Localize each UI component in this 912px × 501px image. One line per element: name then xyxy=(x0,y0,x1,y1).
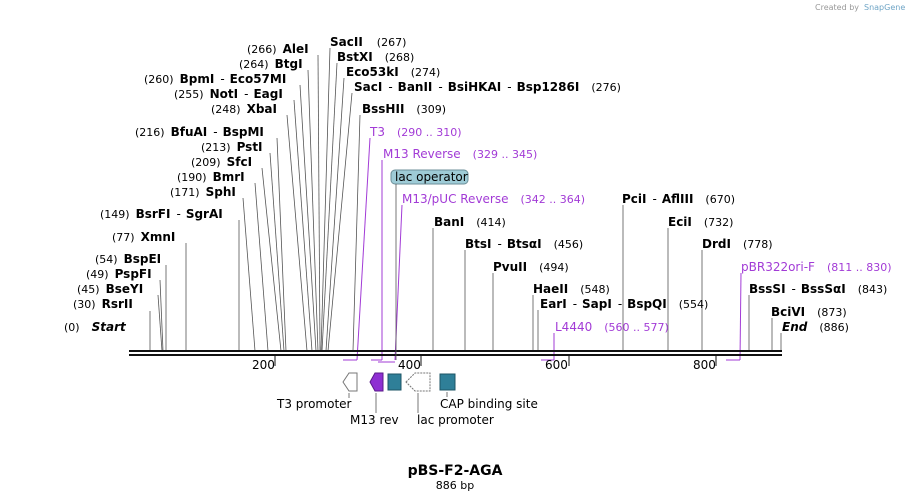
leader-sacii xyxy=(320,47,331,352)
primer-leader-t3 xyxy=(356,137,371,361)
site-saci: SacI - BanII - BsiHKAI - Bsp1286I (276) xyxy=(354,80,621,94)
primer-t3: T3 (290 .. 310) xyxy=(369,125,462,139)
feature-track xyxy=(342,372,456,413)
lac-operator-glyph xyxy=(387,373,402,391)
primer-m13-reverse: M13 Reverse (329 .. 345) xyxy=(383,147,537,161)
lac-operator-label: lac operator xyxy=(395,170,468,184)
site-haeii: HaeII (548) xyxy=(533,282,610,296)
site-bcivi: BciVI (873) xyxy=(771,305,847,319)
m13-rev-arrow xyxy=(369,372,384,392)
site-drdi: DrdI (778) xyxy=(702,237,773,251)
site-eco53ki: Eco53kI (274) xyxy=(346,65,440,79)
primer-l4440: L4440 (560 .. 577) xyxy=(555,320,669,334)
tick-label-800: 800 xyxy=(693,358,716,372)
site-btgi: (264) BtgI xyxy=(239,57,303,71)
leader-saci xyxy=(327,92,353,352)
site-psti: (213) PstI xyxy=(201,140,263,154)
primer-m13puc-reverse: M13/pUC Reverse (342 .. 364) xyxy=(402,192,585,206)
cap-binding-site-label: CAP binding site xyxy=(440,397,538,411)
site-xbai: (248) XbaI xyxy=(211,102,277,116)
site-sfci: (209) SfcI xyxy=(191,155,252,169)
site-bani: BanI (414) xyxy=(434,215,506,229)
leader-bmri xyxy=(254,182,269,352)
snapgene-brand: SnapGene xyxy=(864,3,905,12)
site-bpmi: (260) BpmI - Eco57MI xyxy=(144,72,286,86)
lac-operator-box xyxy=(390,169,469,185)
backbone-top-strand xyxy=(129,350,782,352)
site-ecii: EciI (732) xyxy=(668,215,733,229)
site-bstxi: BstXI (268) xyxy=(337,50,414,64)
leader-xbai xyxy=(286,114,308,352)
site-noti: (255) NotI - EagI xyxy=(174,87,283,101)
site-leader-lines xyxy=(149,47,782,352)
leader-bsshii xyxy=(352,114,361,352)
site-bspei: (54) BspEI xyxy=(95,252,161,266)
leader-psti xyxy=(269,152,285,352)
primer-pbr322ori-f: pBR322ori-F (811 .. 830) xyxy=(741,260,892,274)
leader-eco53ki xyxy=(325,77,345,352)
site-labels: (0) Start (30) RsrII (45) BseYI (49) PspFI (… xyxy=(64,35,887,334)
site-bsrfi: (149) BsrFI - SgrAI xyxy=(100,207,223,221)
site-sphi: (171) SphI xyxy=(170,185,236,199)
site-pcii: PciI - AflIII (670) xyxy=(622,192,735,206)
lac-promoter-arrow xyxy=(405,372,431,392)
tick-label-200: 200 xyxy=(252,358,275,372)
site-end: End (886) xyxy=(782,320,849,334)
primer-labels: T3 (290 .. 310) M13 Reverse (329 .. 345) M… xyxy=(369,125,892,334)
axis-ticks xyxy=(274,356,717,366)
site-bmri: (190) BmrI xyxy=(177,170,245,184)
site-sacii: SacII (267) xyxy=(330,35,406,49)
leader-bseyi xyxy=(157,294,163,352)
site-bsssi: BssSI - BssSαI (843) xyxy=(749,282,887,296)
leader-alei xyxy=(317,54,321,352)
map-length: 886 bp xyxy=(436,479,474,492)
leader-noti xyxy=(293,99,313,352)
site-xmni: (77) XmnI xyxy=(112,230,175,244)
leader-bstxi xyxy=(321,62,338,352)
leader-pspfi xyxy=(159,279,164,352)
site-bsshii: BssHII (309) xyxy=(362,102,446,116)
tick-label-600: 600 xyxy=(545,358,568,372)
primer-leader-pbr322 xyxy=(739,272,742,361)
site-start: (0) Start xyxy=(64,320,127,334)
site-alei: (266) AleI xyxy=(247,42,309,56)
leader-bfuai xyxy=(276,137,287,352)
map-title: pBS-F2-AGA xyxy=(408,463,503,479)
lac-operator-feature: lac operator xyxy=(390,169,469,360)
leader-sfci xyxy=(261,167,282,352)
site-eari: EarI - SapI - BspQI (554) xyxy=(540,297,708,311)
t3-promoter-label: T3 promoter xyxy=(276,397,352,411)
site-pspfi: (49) PspFI xyxy=(86,267,152,281)
tick-label-400: 400 xyxy=(398,358,421,372)
leader-sphi xyxy=(242,197,256,352)
backbone-bottom-strand xyxy=(129,354,782,356)
credit-text: Created by xyxy=(815,3,859,12)
backbone xyxy=(129,350,782,356)
m13-rev-label: M13 rev xyxy=(350,413,399,427)
site-bseyi: (45) BseYI xyxy=(77,282,143,296)
lac-promoter-label: lac promoter xyxy=(417,413,494,427)
site-btsi: BtsI - BtsαI (456) xyxy=(465,237,583,251)
cap-binding-site-glyph xyxy=(439,373,456,391)
site-bfuai: (216) BfuAI - BspMI xyxy=(135,125,264,139)
site-pvuii: PvuII (494) xyxy=(493,260,569,274)
leader-btgi xyxy=(307,69,319,352)
leader-bpmi xyxy=(299,84,317,352)
t3-promoter-arrow xyxy=(342,372,358,392)
site-rsrii: (30) RsrII xyxy=(73,297,133,311)
